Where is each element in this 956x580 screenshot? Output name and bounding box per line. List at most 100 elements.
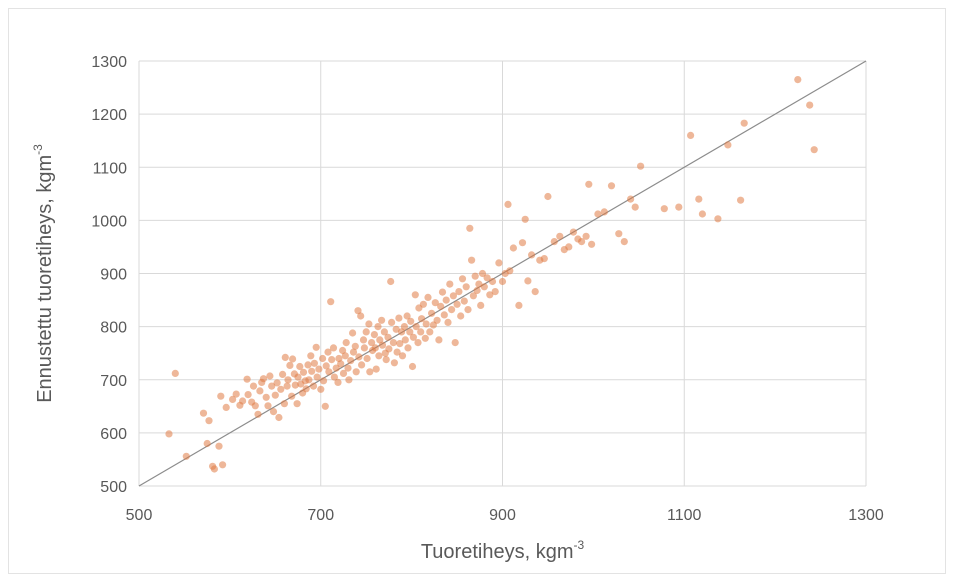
- data-point: [327, 298, 335, 306]
- data-point: [205, 417, 213, 425]
- data-point: [309, 382, 318, 390]
- data-point: [281, 353, 289, 361]
- data-point: [302, 385, 310, 393]
- data-point: [384, 333, 392, 341]
- data-point: [304, 361, 312, 369]
- data-point: [362, 328, 370, 336]
- data-point: [392, 325, 400, 333]
- data-point: [378, 316, 386, 324]
- data-point: [406, 328, 414, 336]
- data-point: [393, 348, 401, 356]
- data-point: [294, 373, 302, 381]
- data-point: [365, 320, 373, 328]
- data-point: [289, 355, 297, 363]
- data-point: [498, 277, 507, 286]
- data-point: [273, 379, 281, 387]
- data-point: [251, 402, 259, 410]
- data-point: [737, 196, 745, 204]
- data-point: [544, 192, 552, 201]
- data-point: [360, 344, 368, 352]
- data-point: [453, 300, 461, 308]
- data-point: [620, 238, 628, 246]
- y-tick-label: 700: [100, 373, 127, 390]
- data-point: [329, 344, 338, 352]
- y-tick-label: 1100: [93, 160, 128, 177]
- data-point: [491, 288, 499, 296]
- data-point: [307, 352, 315, 360]
- data-point: [321, 402, 329, 410]
- data-point: [401, 336, 409, 344]
- data-point: [286, 361, 294, 369]
- data-point: [345, 376, 353, 384]
- data-point: [312, 343, 320, 351]
- data-point: [464, 306, 472, 314]
- data-point: [355, 353, 363, 361]
- data-point: [550, 238, 558, 246]
- data-point: [419, 300, 427, 308]
- data-point: [376, 336, 384, 344]
- data-point: [165, 430, 173, 438]
- data-point: [531, 288, 539, 296]
- data-point: [615, 230, 623, 238]
- data-point: [279, 370, 287, 378]
- data-point: [388, 318, 396, 326]
- data-point: [349, 348, 358, 356]
- data-point: [466, 224, 474, 232]
- y-tick-label: 900: [100, 267, 127, 284]
- y-axis-title: Ennustettu tuoretiheys, kgm-3: [31, 144, 56, 403]
- data-point: [378, 341, 387, 349]
- data-point: [438, 288, 447, 296]
- data-point: [540, 255, 548, 263]
- data-point: [433, 316, 441, 324]
- data-point: [806, 101, 814, 109]
- data-point: [412, 323, 420, 331]
- data-point: [334, 378, 342, 386]
- data-point: [810, 146, 818, 154]
- data-point: [556, 232, 564, 240]
- data-point: [366, 368, 374, 376]
- data-point: [337, 360, 345, 368]
- data-point: [229, 395, 237, 403]
- data-point: [417, 328, 425, 336]
- data-point: [442, 296, 450, 304]
- data-point: [409, 333, 417, 341]
- data-point: [428, 309, 436, 317]
- y-tick-label: 800: [100, 320, 127, 337]
- data-point: [398, 328, 406, 336]
- data-point: [469, 292, 477, 300]
- data-point: [341, 352, 349, 360]
- data-point: [244, 391, 252, 399]
- data-point: [518, 239, 527, 247]
- data-point: [437, 302, 445, 310]
- data-point: [418, 315, 426, 323]
- data-point: [284, 376, 292, 384]
- data-point: [475, 280, 483, 288]
- data-point: [607, 182, 616, 190]
- data-point: [695, 195, 703, 203]
- data-point: [328, 356, 336, 364]
- data-point: [600, 208, 608, 216]
- x-axis-title: Tuoretiheys, kgm-3: [421, 538, 585, 563]
- data-point: [319, 354, 327, 363]
- data-point: [324, 348, 332, 356]
- data-point: [262, 393, 270, 401]
- data-point: [698, 210, 707, 218]
- data-point: [660, 205, 668, 213]
- data-point: [480, 283, 488, 291]
- y-tick-label: 500: [100, 479, 127, 496]
- data-point: [351, 342, 359, 350]
- data-point: [448, 306, 456, 314]
- data-point: [256, 387, 264, 395]
- x-tick-labels: 500 700 900 1100 1300: [126, 507, 884, 524]
- data-point: [407, 317, 415, 325]
- data-point: [398, 352, 407, 360]
- data-point: [483, 274, 491, 282]
- x-tick-label: 500: [126, 507, 153, 524]
- data-point: [528, 251, 536, 259]
- data-point: [288, 392, 296, 400]
- data-point: [332, 364, 340, 372]
- data-point: [358, 361, 366, 369]
- data-point: [390, 359, 398, 367]
- data-point: [280, 400, 288, 408]
- data-point: [352, 368, 360, 376]
